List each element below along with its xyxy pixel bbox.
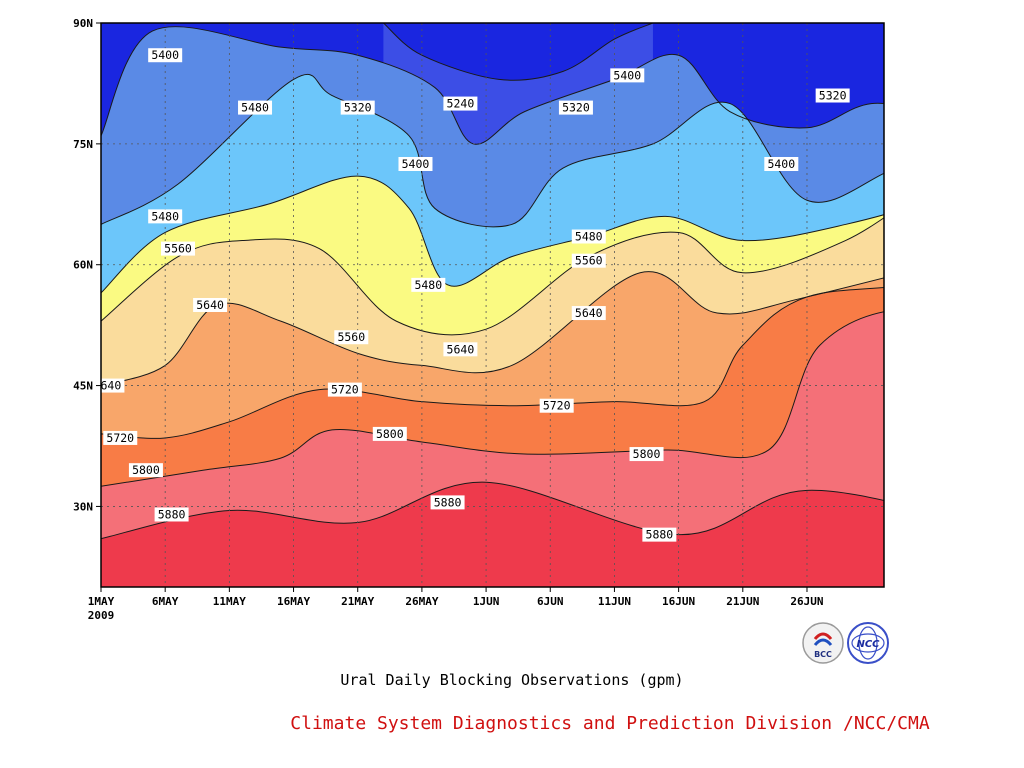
contour-label: 5880 — [158, 507, 186, 521]
contour-label-box — [815, 88, 850, 103]
svg-text:BCC: BCC — [814, 650, 832, 659]
contour-labels: 5400 5480 5320 5240 5320 5400 5320 5400 5400 5480… — [94, 48, 1004, 542]
ncc-logo: NCC — [847, 622, 889, 664]
y-tick-label: 60N — [73, 259, 93, 272]
x-axis: 1MAY 6MAY 11MAY 16MAY 21MAY 26MAY 1JUN 6JUN 11JU… — [88, 587, 824, 622]
contour-label-box — [103, 430, 138, 445]
contour-label-box — [398, 157, 433, 171]
contour-label-box — [443, 342, 478, 357]
contour-label-box — [443, 96, 478, 111]
x-tick-label: 26MAY — [405, 595, 438, 608]
contour-label: 5480 — [575, 230, 603, 244]
contour-label-box — [539, 398, 574, 413]
x-tick-label: 1JUN — [473, 595, 500, 608]
contour-label-box — [148, 209, 183, 224]
contour-label: 5400 — [402, 157, 430, 171]
y-tick-label: 30N — [73, 500, 93, 513]
contour-label: 5480 — [151, 209, 179, 223]
gridlines — [101, 23, 884, 587]
contour-label: 5480 — [414, 278, 442, 292]
contour-label-box — [571, 229, 606, 244]
contour-label: 5640 — [196, 298, 224, 312]
contour-label: 5640 — [575, 306, 603, 320]
contour-label: 5800 — [132, 463, 160, 477]
contour-label-box — [161, 241, 196, 256]
y-tick-label: 45N — [73, 380, 93, 393]
contour-label-box — [558, 100, 593, 115]
contour-label-box — [193, 298, 228, 312]
contour-label: 5320 — [562, 101, 590, 115]
plot-area: 5400 5480 5320 5240 5320 5400 5320 5400 5400 5480… — [94, 23, 1004, 587]
contour-label: 5880 — [434, 495, 462, 509]
contour-label-box — [128, 463, 163, 478]
contour-label: 5880 — [646, 528, 674, 542]
contour-label-box — [764, 157, 799, 171]
contour-label-box — [411, 277, 446, 292]
contour-label: 5800 — [633, 447, 661, 461]
contour-line-5800 — [101, 311, 884, 487]
contour-label: 5480 — [241, 101, 269, 115]
y-tick-label: 75N — [73, 138, 93, 151]
contour-label-box — [372, 426, 407, 441]
contour-line-5320 — [101, 26, 884, 145]
contour-line-5560 — [101, 217, 884, 336]
contour-label: 5560 — [164, 242, 192, 256]
x-year-label: 2009 — [88, 609, 115, 622]
x-tick-label: 16JUN — [662, 595, 695, 608]
x-tick-label: 11JUN — [598, 595, 631, 608]
contour-label: 5560 — [337, 330, 365, 344]
contour-line-5640 — [101, 271, 884, 387]
contour-label: 5720 — [543, 399, 571, 413]
contour-label: 5320 — [344, 101, 372, 115]
x-tick-label: 16MAY — [277, 595, 310, 608]
contour-label: 5320 — [819, 89, 847, 103]
contour-label-box — [642, 527, 677, 542]
contour-label-box — [629, 447, 664, 462]
contour-label-box — [970, 322, 1004, 336]
contour-line-5400 — [101, 73, 884, 228]
contour-label-box — [340, 100, 375, 115]
contour-label-box — [334, 330, 369, 345]
contour-label-box — [571, 306, 606, 321]
contour-label: 5240 — [447, 97, 475, 111]
contour-label-box — [430, 495, 465, 510]
contour-label: 5640 — [447, 342, 475, 356]
x-tick-label: 21MAY — [341, 595, 374, 608]
contour-label: 5400 — [767, 157, 795, 171]
contour-label-box — [154, 507, 189, 522]
contour-label: 5800 — [973, 322, 1001, 336]
chart-caption: Ural Daily Blocking Observations (gpm) — [340, 671, 684, 689]
contour-label-box — [148, 48, 183, 63]
contour-line-5720 — [101, 287, 884, 439]
x-tick-label: 11MAY — [213, 595, 246, 608]
band-5880 — [101, 482, 884, 587]
contour-label: 5720 — [106, 431, 134, 445]
x-tick-label: 1MAY — [88, 595, 115, 608]
contour-label-box — [327, 382, 362, 397]
y-axis: 30N 45N 60N 75N 90N — [73, 17, 101, 513]
contour-label: 5800 — [376, 427, 404, 441]
division-credit: Climate System Diagnostics and Predictio… — [290, 713, 930, 734]
contour-label: 5720 — [331, 383, 359, 397]
x-tick-label: 6MAY — [152, 595, 179, 608]
contour-line-5880 — [101, 481, 884, 540]
x-tick-label: 21JUN — [726, 595, 759, 608]
contour-line-5240 — [383, 23, 654, 81]
contour-label: 5400 — [151, 48, 179, 62]
x-tick-label: 26JUN — [790, 595, 823, 608]
contour-label: 5560 — [575, 254, 603, 268]
y-tick-label: 90N — [73, 17, 93, 30]
bcc-logo: BCC — [802, 622, 844, 664]
contour-label-box — [101, 378, 125, 393]
contour-line-5480 — [101, 175, 884, 294]
x-tick-label: 6JUN — [537, 595, 564, 608]
svg-text:NCC: NCC — [856, 639, 880, 650]
contour-label-box — [238, 100, 273, 115]
contour-label-box — [571, 253, 606, 268]
contour-label-box — [610, 68, 645, 83]
contour-label: 5400 — [613, 68, 641, 82]
plot-frame — [100, 22, 885, 588]
contour-label: 5640 — [94, 379, 122, 393]
